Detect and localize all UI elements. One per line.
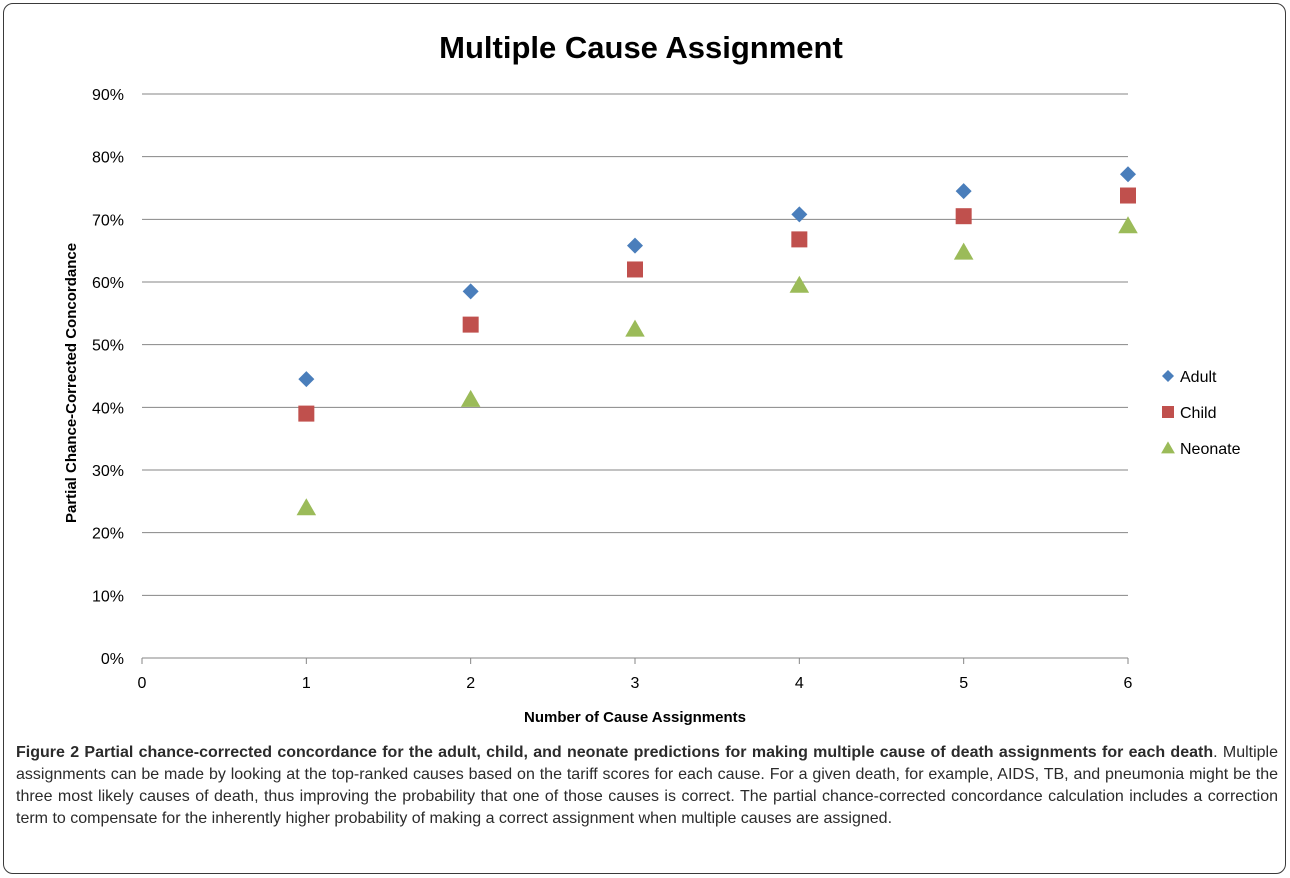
legend-marker-child: [1162, 406, 1174, 418]
legend-label: Adult: [1180, 369, 1217, 386]
figure-caption: Figure 2 Partial chance-corrected concor…: [16, 742, 1278, 830]
data-point-child: [1120, 187, 1136, 204]
x-tick-label: 5: [959, 675, 968, 692]
data-point-neonate: [460, 389, 481, 407]
y-axis-label: Partial Chance-Corrected Concordance: [63, 243, 80, 523]
x-axis-label: Number of Cause Assignments: [524, 709, 746, 726]
legend-label: Child: [1180, 405, 1216, 422]
x-tick-label: 3: [631, 675, 640, 692]
y-tick-label: 70%: [92, 212, 124, 229]
x-tick-label: 0: [138, 675, 147, 692]
x-tick-label: 1: [302, 675, 311, 692]
y-tick-label: 20%: [92, 526, 124, 543]
data-point-neonate: [296, 498, 317, 516]
data-point-neonate: [1118, 216, 1138, 234]
legend: Adult Child Neonate: [1161, 369, 1241, 458]
scatter-chart: Multiple Cause Assignment 0%10%20%30%40%…: [63, 30, 1241, 726]
data-point-adult: [791, 206, 808, 223]
data-point-adult: [1120, 166, 1136, 183]
y-tick-label: 90%: [92, 87, 124, 104]
x-tick-label: 6: [1124, 675, 1133, 692]
data-point-child: [298, 405, 315, 422]
x-tick-labels: 0 1 2 3 4 5 6: [138, 658, 1133, 692]
data-point-adult: [627, 237, 643, 254]
y-tick-label: 10%: [92, 588, 124, 605]
data-points: [296, 166, 1138, 516]
x-tick-label: 2: [466, 675, 475, 692]
data-point-adult: [462, 283, 479, 300]
data-point-child: [462, 316, 479, 333]
y-tick-label: 0%: [101, 651, 124, 668]
caption-body: . Multiple assignments can be made by lo…: [16, 744, 1278, 827]
figure-frame: [3, 3, 1286, 874]
caption-lead: Figure 2 Partial chance-corrected concor…: [16, 744, 1214, 761]
data-point-neonate: [625, 319, 645, 337]
data-point-child: [791, 231, 808, 248]
data-point-neonate: [953, 242, 974, 260]
y-tick-label: 60%: [92, 275, 124, 292]
y-tick-label: 80%: [92, 150, 124, 167]
chart-title: Multiple Cause Assignment: [439, 30, 843, 65]
x-tick-label: 4: [795, 675, 804, 692]
data-point-neonate: [789, 275, 810, 293]
y-tick-label: 50%: [92, 338, 124, 355]
data-point-child: [627, 261, 643, 278]
data-point-adult: [298, 371, 315, 388]
y-tick-label: 30%: [92, 463, 124, 480]
data-point-child: [955, 208, 972, 225]
legend-marker-adult: [1162, 370, 1174, 382]
data-point-adult: [955, 183, 972, 200]
legend-marker-neonate: [1161, 441, 1175, 454]
gridlines: [142, 93, 1128, 596]
legend-label: Neonate: [1180, 441, 1241, 458]
y-tick-label: 40%: [92, 400, 124, 417]
y-tick-labels: 0% 10% 20% 30% 40% 50% 60% 70% 80% 90%: [92, 87, 124, 668]
